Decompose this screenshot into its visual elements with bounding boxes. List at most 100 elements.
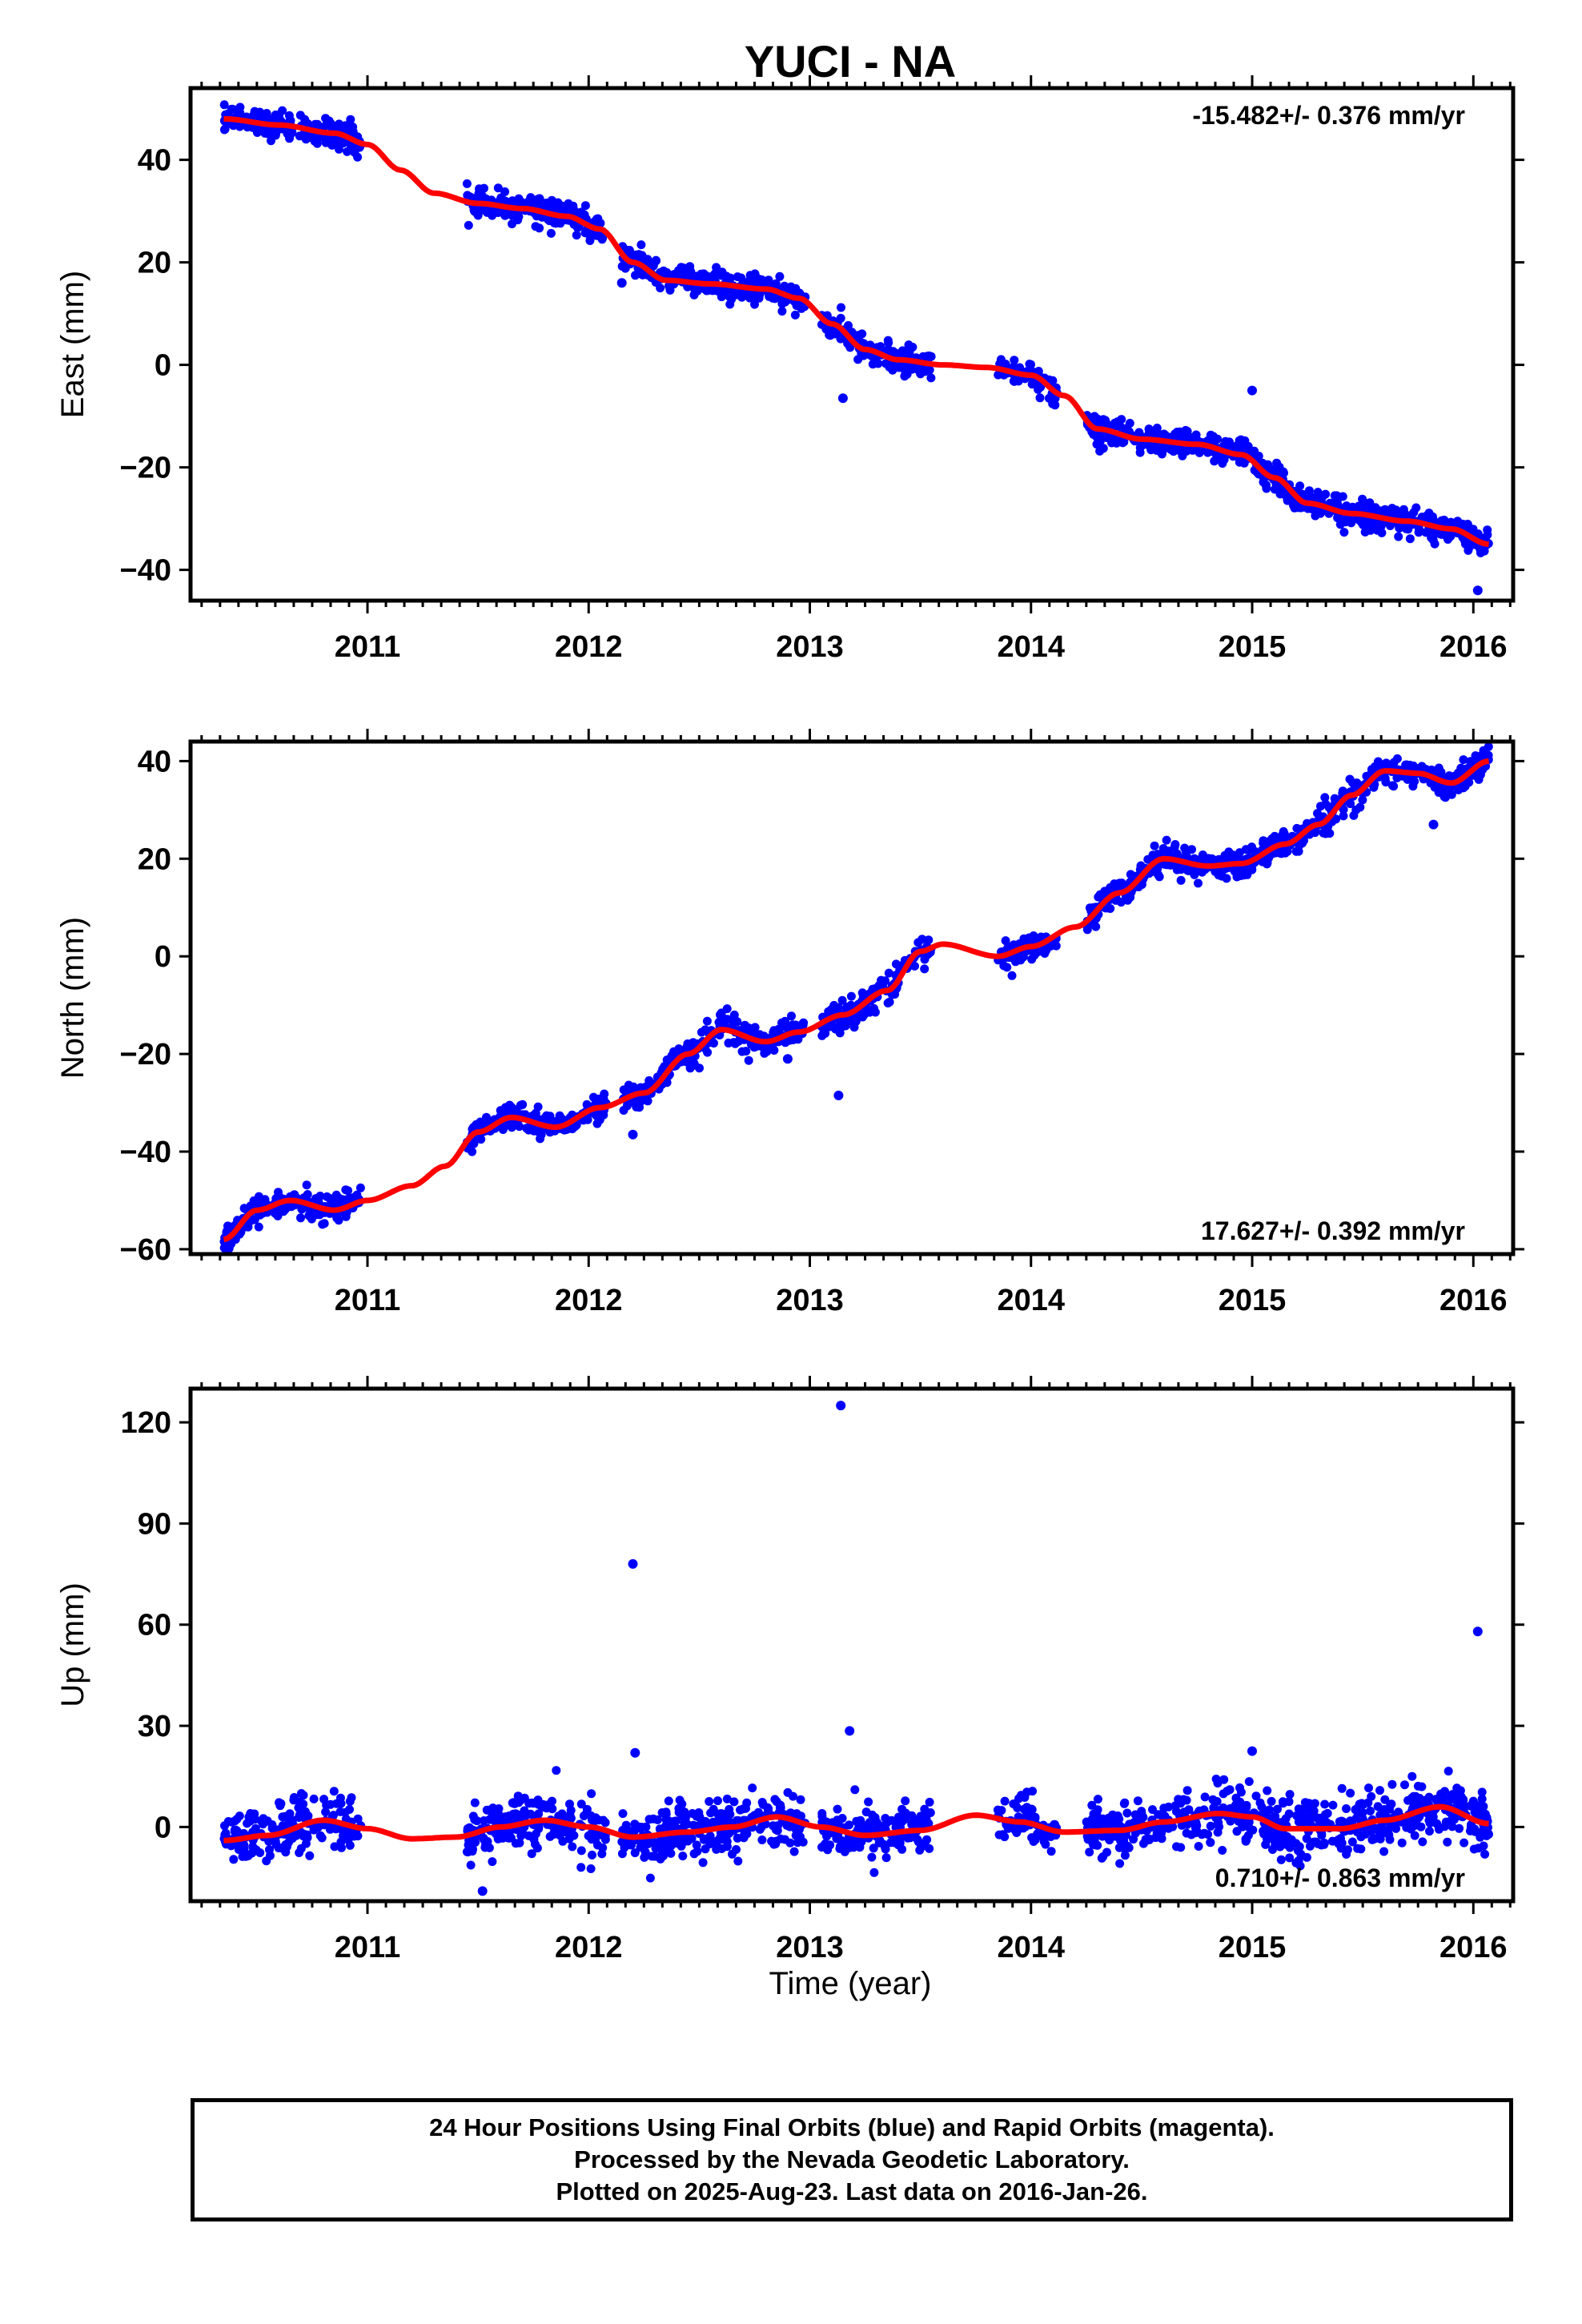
north-data-point — [1401, 760, 1411, 770]
up-data-point — [1090, 1840, 1100, 1850]
up-data-point — [241, 1852, 251, 1861]
north-data-point — [744, 1055, 753, 1065]
east-data-point — [750, 300, 759, 309]
east-data-point — [572, 231, 581, 240]
up-data-point — [1160, 1811, 1170, 1821]
up-data-point — [881, 1844, 890, 1854]
up-data-point — [1218, 1846, 1227, 1855]
up-data-point — [534, 1809, 544, 1819]
east-x-tick-label: 2014 — [997, 630, 1065, 664]
up-data-point — [926, 1808, 935, 1817]
up-data-point — [1284, 1809, 1294, 1819]
north-data-point — [1239, 870, 1248, 880]
up-data-point — [520, 1806, 529, 1815]
up-data-point — [1000, 1796, 1010, 1806]
north-data-point — [1325, 829, 1335, 838]
east-data-point — [1117, 415, 1126, 424]
up-data-point — [1443, 1837, 1452, 1847]
up-data-point — [301, 1839, 311, 1848]
up-data-point — [1342, 1804, 1351, 1813]
east-data-point — [717, 292, 726, 301]
east-data-point — [255, 107, 264, 117]
north-data-point — [583, 1115, 592, 1124]
east-data-point — [508, 219, 516, 229]
up-data-point — [1378, 1828, 1387, 1838]
north-data-point — [476, 1117, 485, 1127]
up-data-point — [925, 1844, 934, 1853]
north-data-point — [722, 1004, 732, 1014]
north-data-point — [861, 1007, 871, 1017]
east-x-tick-label: 2012 — [555, 630, 623, 664]
up-data-point — [567, 1827, 576, 1837]
up-data-point — [274, 1844, 283, 1852]
up-data-point — [223, 1817, 233, 1826]
up-data-point — [349, 1831, 359, 1841]
up-data-point — [508, 1798, 518, 1807]
up-data-point — [1418, 1837, 1427, 1847]
north-data-point — [1106, 904, 1115, 913]
up-data-point — [1400, 1780, 1409, 1790]
east-data-point — [1182, 427, 1192, 436]
up-data-point — [1477, 1794, 1487, 1803]
east-data-point — [1156, 444, 1166, 452]
north-data-point — [303, 1190, 312, 1199]
up-data-point — [470, 1798, 480, 1807]
up-data-point — [1171, 1807, 1181, 1816]
up-data-point — [748, 1783, 757, 1793]
up-data-point — [1214, 1818, 1223, 1827]
east-data-point — [752, 292, 761, 301]
up-data-point — [753, 1807, 763, 1817]
up-data-point — [1213, 1779, 1223, 1788]
up-data-point — [1119, 1799, 1129, 1808]
north-data-point — [533, 1127, 543, 1136]
up-data-point — [776, 1803, 785, 1812]
east-data-point — [777, 307, 787, 316]
north-x-tick-label: 2011 — [335, 1284, 400, 1317]
up-data-point — [299, 1813, 309, 1823]
up-data-point — [1407, 1771, 1417, 1781]
up-data-point — [339, 1831, 347, 1840]
up-data-point — [725, 1810, 735, 1819]
up-data-point — [1206, 1838, 1215, 1848]
north-data-point — [1187, 845, 1196, 854]
north-data-point — [331, 1190, 341, 1200]
up-data-point — [1124, 1843, 1134, 1852]
up-data-point — [1172, 1842, 1181, 1852]
north-outlier-point — [782, 1054, 793, 1064]
east-data-point — [1035, 393, 1045, 403]
east-data-point — [585, 236, 595, 245]
north-data-point — [1222, 874, 1231, 883]
up-data-point — [1236, 1787, 1246, 1797]
up-data-point — [1120, 1851, 1130, 1860]
north-data-point — [568, 1124, 577, 1133]
north-data-point — [846, 991, 856, 1001]
up-data-point — [582, 1808, 592, 1818]
up-data-point — [1089, 1809, 1098, 1819]
north-data-point — [1339, 811, 1348, 821]
up-data-point — [1424, 1815, 1434, 1825]
up-data-point — [576, 1863, 586, 1872]
north-data-point — [1320, 793, 1330, 802]
up-outlier-point — [477, 1886, 488, 1896]
up-data-point — [1024, 1809, 1034, 1819]
up-data-point — [1104, 1813, 1114, 1823]
up-data-point — [833, 1804, 842, 1814]
north-data-point — [730, 1039, 740, 1048]
up-data-point — [677, 1799, 687, 1809]
east-data-point — [1483, 530, 1492, 540]
east-data-point — [496, 193, 506, 203]
up-data-point — [1460, 1838, 1469, 1848]
up-data-point — [733, 1815, 743, 1825]
up-data-point — [1085, 1848, 1094, 1857]
east-data-point — [1001, 360, 1010, 369]
north-data-point — [533, 1102, 543, 1112]
up-data-point — [548, 1804, 557, 1814]
north-fit-curve — [223, 758, 1490, 1243]
north-data-point — [1031, 947, 1041, 956]
up-data-point — [248, 1842, 258, 1852]
up-data-point — [699, 1835, 709, 1844]
up-data-point — [915, 1845, 925, 1855]
north-data-point — [890, 990, 900, 999]
up-data-point — [733, 1833, 742, 1843]
